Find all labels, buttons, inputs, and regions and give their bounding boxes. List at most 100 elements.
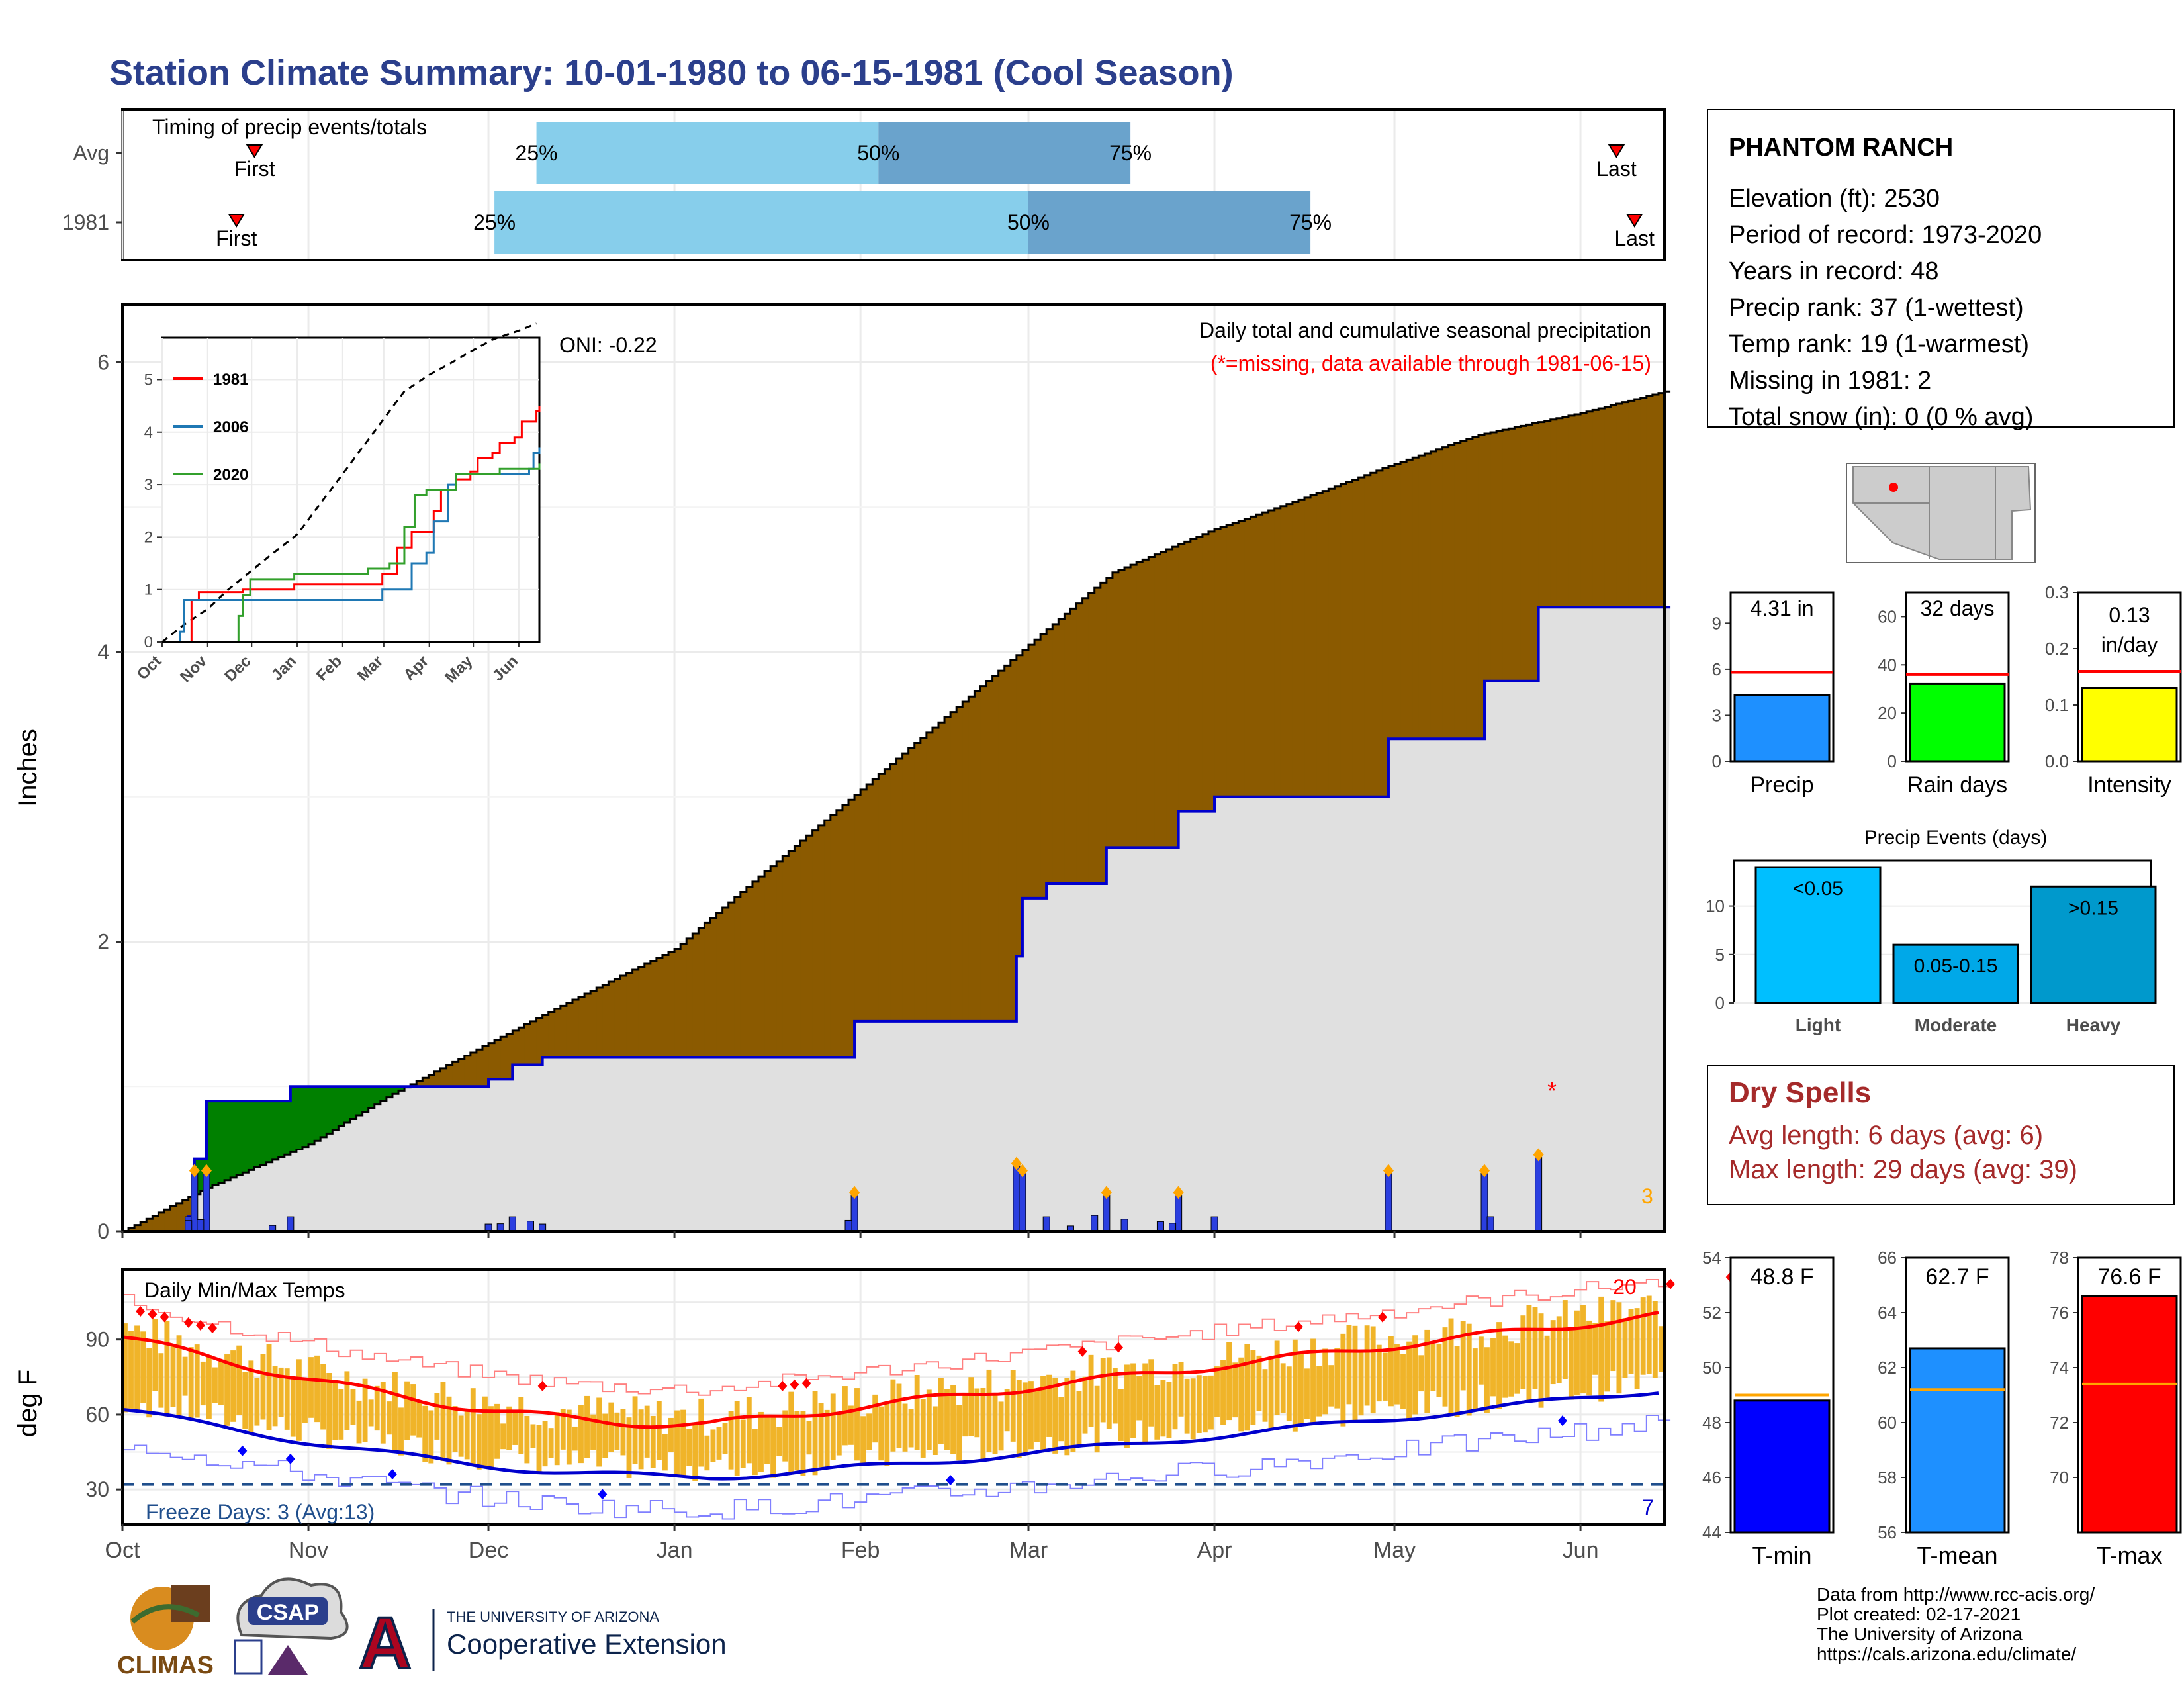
daily-temp-range-bar — [1460, 1321, 1466, 1391]
daily-temp-range-bar — [626, 1417, 632, 1478]
station-info-frame — [1707, 109, 2175, 428]
temp-bar-tick-label: 72 — [2050, 1413, 2069, 1432]
daily-temp-range-bar — [1472, 1348, 1478, 1410]
daily-temp-range-bar — [830, 1393, 836, 1460]
cumulative-surplus-band — [206, 1101, 213, 1188]
daily-temp-range-bar — [530, 1424, 536, 1448]
cumulative-deficit-band — [692, 933, 699, 1058]
daily-temp-range-bar — [1190, 1378, 1196, 1440]
summary-bar-charts: 0 3 6 9 4.31 in Precip 0 20 40 60 32 days Rain days… — [1712, 583, 2182, 798]
cumulative-deficit-band — [770, 866, 777, 1058]
daily-record-marker — [189, 1164, 200, 1178]
daily-temp-range-bar — [1052, 1378, 1058, 1454]
first-event-marker — [228, 214, 246, 228]
daily-temp-range-bar — [1160, 1380, 1166, 1437]
inset-y-tick-label: 5 — [144, 371, 153, 389]
daily-temp-range-bar — [992, 1394, 998, 1455]
daily-record-marker — [1017, 1164, 1028, 1178]
daily-temp-range-bar — [1448, 1318, 1454, 1415]
station-info-box: PHANTOM RANCH Elevation (ft): 2530 Period… — [1707, 109, 2175, 431]
daily-temp-range-bar — [1436, 1343, 1442, 1397]
daily-temp-range-bar — [404, 1381, 410, 1440]
cumulative-deficit-band — [962, 702, 969, 1021]
inset-y-tick-label: 3 — [144, 476, 153, 494]
daily-temp-range-bar — [128, 1331, 134, 1409]
last-event-marker — [1625, 214, 1643, 228]
temp-bar-tick-label: 56 — [1878, 1523, 1897, 1542]
cumulative-deficit-band — [1082, 598, 1089, 884]
cumulative-deficit-band — [506, 1033, 513, 1080]
cumulative-deficit-band — [1496, 431, 1503, 681]
daily-temp-range-bar — [740, 1419, 746, 1468]
daily-temp-range-bar — [1406, 1341, 1412, 1420]
station-detail-lines: Elevation (ft): 2530 Period of record: 19… — [1729, 185, 2042, 431]
daily-temp-range-bar — [764, 1414, 770, 1464]
daily-temp-range-bar — [218, 1362, 224, 1405]
cumulative-surplus-band — [332, 1086, 339, 1130]
cumulative-deficit-band — [680, 943, 687, 1058]
cumulative-deficit-band — [1562, 416, 1569, 608]
first-event-marker — [246, 144, 263, 158]
cumulative-deficit-band — [698, 928, 705, 1058]
cumulative-deficit-band — [974, 691, 981, 1021]
inset-legend-label: 2006 — [213, 418, 248, 436]
cumulative-deficit-band — [1118, 569, 1125, 848]
temp-bar-tick-label: 46 — [1702, 1468, 1721, 1487]
daily-temp-range-bar — [302, 1379, 308, 1423]
daily-temp-range-bar — [1580, 1305, 1586, 1394]
cumulative-surplus-band — [230, 1101, 237, 1178]
cumulative-deficit-band — [554, 1009, 561, 1058]
month-tick-label: Dec — [469, 1538, 508, 1563]
cumulative-deficit-band — [908, 748, 915, 1021]
daily-temp-range-bar — [392, 1372, 398, 1452]
summary-bar-value — [1733, 694, 1831, 763]
cumulative-deficit-band — [1304, 497, 1311, 797]
summary-bar-label: Precip — [1750, 773, 1813, 798]
cumulative-surplus-band — [362, 1086, 369, 1112]
daily-temp-range-bar — [860, 1416, 866, 1466]
cumulative-surplus-band — [242, 1101, 249, 1173]
cumulative-deficit-band — [1538, 422, 1545, 608]
daily-temp-range-bar — [1106, 1357, 1112, 1429]
cumulative-deficit-band — [1628, 400, 1635, 608]
cumulative-deficit-band — [1448, 445, 1455, 739]
events-tick-label: 5 — [1715, 945, 1725, 964]
cumulative-surplus-band — [380, 1086, 387, 1102]
month-tick-label: Oct — [105, 1538, 140, 1563]
daily-temp-range-bar — [188, 1347, 194, 1420]
daily-temp-range-bar — [608, 1402, 614, 1452]
cumulative-deficit-band — [854, 794, 861, 1021]
daily-temp-range-bar — [170, 1344, 176, 1407]
cumulative-deficit-band — [1322, 491, 1329, 797]
daily-record-marker — [1011, 1156, 1022, 1170]
daily-temp-range-bar — [1094, 1385, 1100, 1453]
cumulative-deficit-band — [536, 1018, 543, 1065]
cumulative-deficit-band — [1148, 557, 1155, 848]
daily-temp-range-bar — [614, 1412, 620, 1450]
csap-badge — [248, 1597, 328, 1625]
cumulative-deficit-band — [518, 1027, 525, 1065]
daily-temp-range-bar — [254, 1378, 260, 1426]
cumulative-deficit-band — [914, 743, 921, 1021]
timing-pct-label: 50% — [1007, 211, 1050, 234]
ua-block-a: A — [359, 1603, 411, 1684]
daily-temp-range-bar — [638, 1409, 644, 1470]
daily-temp-range-bar — [1526, 1305, 1532, 1401]
daily-temp-range-bar — [158, 1353, 164, 1408]
daily-temp-range-bar — [1544, 1335, 1550, 1398]
cumulative-deficit-band — [1328, 489, 1335, 797]
cumulative-deficit-band — [1010, 660, 1017, 1021]
temp-bar-0: 44 46 48 50 52 54 48.8 F T-min — [1702, 1248, 1835, 1569]
precip-y-tick-label: 4 — [97, 640, 109, 664]
month-x-axis: Oct Nov Dec Jan Feb Mar Apr May Jun — [105, 1524, 1598, 1563]
daily-temp-range-bar — [884, 1403, 890, 1466]
daily-temp-range-bar — [752, 1429, 758, 1476]
daily-temp-range-bar — [398, 1407, 404, 1456]
daily-temp-range-bar — [1556, 1316, 1562, 1383]
daily-temp-range-bar — [908, 1409, 914, 1448]
daily-temp-range-bar — [1418, 1355, 1424, 1392]
temp-bar-value — [1909, 1347, 2006, 1534]
cumulative-surplus-band — [314, 1086, 321, 1141]
missing-note: (*=missing, data available through 1981-… — [1210, 352, 1651, 375]
cumulative-deficit-band — [134, 1225, 141, 1231]
